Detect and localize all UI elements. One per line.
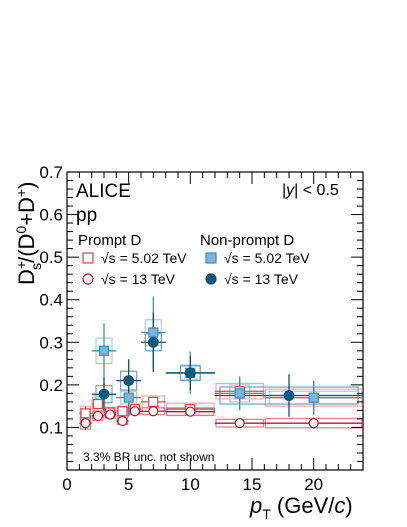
legend-marker-prompt-13: [82, 273, 94, 285]
point-prompt_13: [105, 409, 116, 420]
point-prompt_502: [117, 406, 128, 417]
legend-marker-prompt-502: [82, 252, 94, 264]
legend-prompt-header: Prompt D: [78, 232, 142, 249]
point-nonprompt_502: [308, 392, 319, 403]
x-axis-title: pT (GeV/c): [249, 493, 353, 522]
point-nonprompt_13: [98, 388, 110, 400]
y-tick-labels: 0.1 0.2 0.3 0.4 0.5 0.6 0.7: [39, 163, 63, 437]
legend: Prompt D Non-prompt D √s = 5.02 TeV √s =…: [78, 232, 310, 287]
x-axis-title-sub: T: [262, 506, 271, 522]
point-prompt_13: [148, 406, 159, 417]
point-prompt_13: [234, 418, 245, 429]
point-prompt_13: [92, 410, 103, 422]
point-nonprompt_502: [98, 345, 110, 356]
x-tick-label: 0: [62, 475, 71, 494]
legend-nonprompt-header: Non-prompt D: [200, 232, 294, 249]
point-nonprompt_13: [123, 375, 135, 387]
y-tick-label: 0.1: [39, 418, 63, 437]
point-nonprompt_502: [148, 327, 159, 338]
legend-label-prompt-13: √s = 13 TeV: [101, 271, 176, 287]
x-tick-label: 20: [304, 475, 323, 494]
legend-label-nonprompt-502: √s = 5.02 TeV: [224, 250, 310, 266]
point-prompt_13: [117, 415, 128, 427]
legend-label-nonprompt-13: √s = 13 TeV: [224, 271, 299, 287]
y-tick-label: 0.7: [39, 163, 63, 182]
point-prompt_502: [148, 396, 159, 407]
legend-marker-nonprompt-13: [205, 273, 217, 285]
point-nonprompt_13: [147, 336, 159, 348]
point-prompt_502: [80, 408, 91, 419]
y-tick-label: 0.6: [39, 206, 63, 225]
point-prompt_13: [129, 406, 140, 417]
data-markers: [80, 327, 319, 429]
point-nonprompt_502: [234, 388, 245, 399]
legend-label-prompt-502: √s = 5.02 TeV: [101, 250, 187, 266]
point-prompt_13: [80, 418, 91, 429]
rapidity-label: |y| < 0.5: [282, 182, 339, 199]
x-tick-label: 5: [124, 475, 133, 494]
point-prompt_13: [308, 418, 319, 429]
y-tick-label: 0.2: [39, 376, 63, 395]
y-tick-label: 0.4: [39, 291, 63, 310]
axis-ticks: [66, 171, 364, 471]
point-prompt_502: [92, 398, 103, 410]
x-axis-title-main: p: [249, 493, 262, 518]
y-tick-label: 0.5: [39, 248, 63, 267]
experiment-label: ALICE: [76, 181, 131, 202]
br-annotation: 3.3% BR unc. not shown: [83, 450, 214, 464]
legend-marker-nonprompt-502: [205, 252, 217, 264]
system-label: pp: [76, 205, 97, 226]
x-tick-label: 10: [181, 475, 200, 494]
x-tick-label: 15: [243, 475, 262, 494]
x-tick-labels: 0 5 10 15 20: [62, 475, 323, 494]
y-axis-title: D+s/(D0+D+): [13, 182, 44, 285]
point-prompt_13: [185, 406, 196, 417]
y-tick-label: 0.3: [39, 333, 63, 352]
point-nonprompt_13: [184, 367, 196, 379]
point-nonprompt_502: [123, 392, 134, 403]
point-nonprompt_13: [283, 390, 295, 401]
